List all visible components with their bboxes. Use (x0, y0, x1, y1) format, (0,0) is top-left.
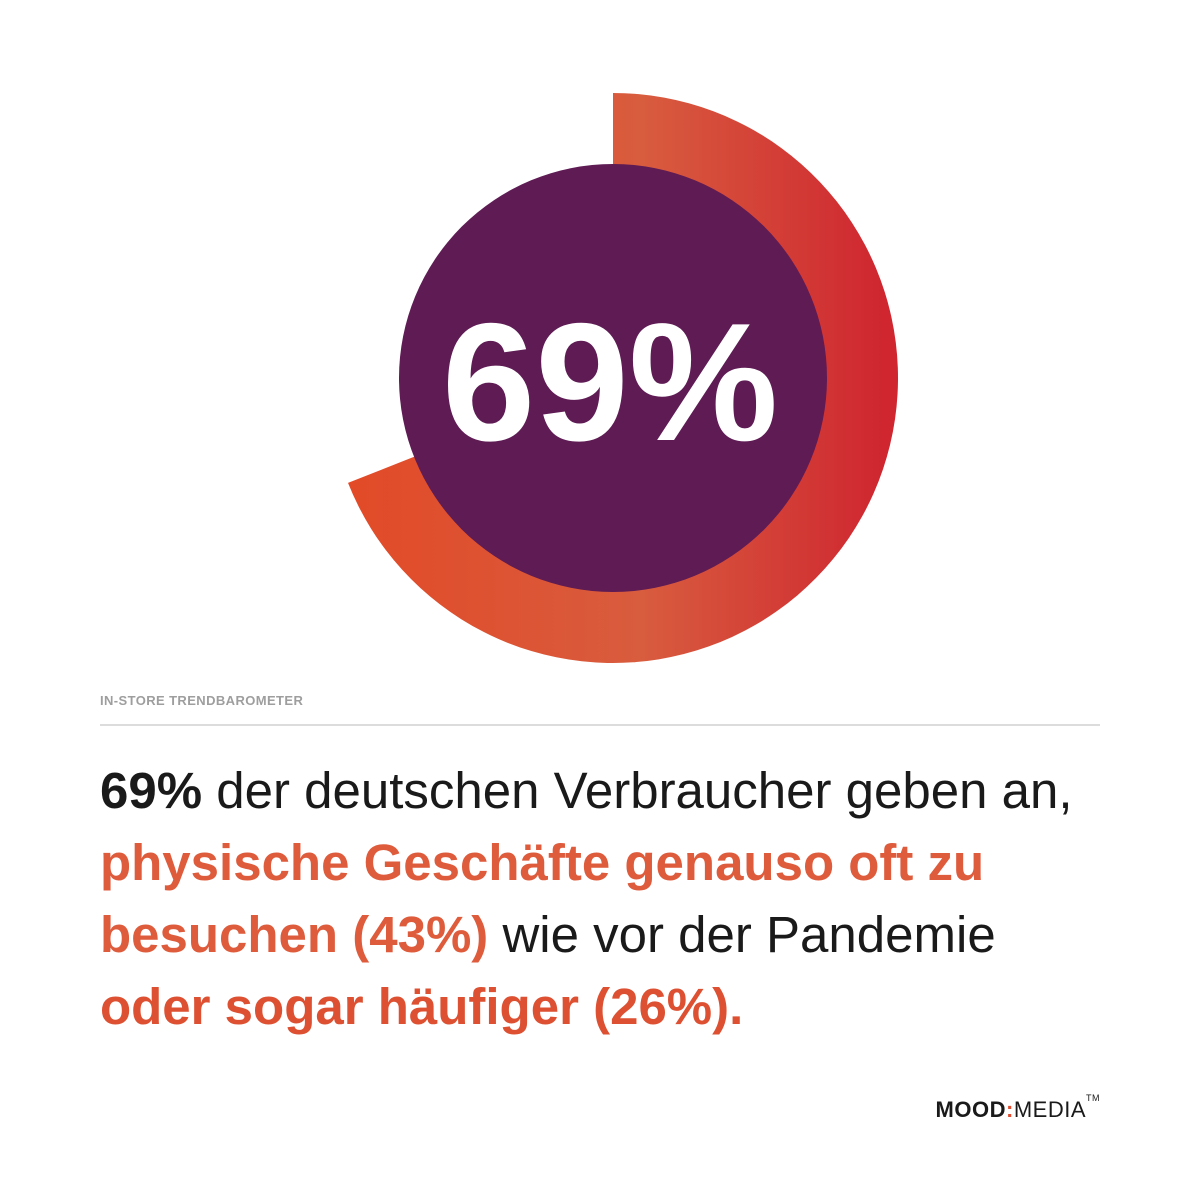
value-label: 69% (442, 288, 778, 476)
headline-text-1: der deutschen Verbraucher geben an, (202, 762, 1073, 819)
headline-text-2: wie vor der Pandemie (488, 906, 996, 963)
logo-mood: MOOD (935, 1097, 1006, 1122)
headline-stat: 69% (100, 762, 203, 819)
logo-trademark: TM (1086, 1093, 1100, 1103)
donut-chart: 69% (348, 93, 899, 663)
divider (100, 724, 1100, 726)
logo-colon: : (1005, 1097, 1014, 1122)
section-label: IN-STORE TRENDBAROMETER (100, 693, 304, 708)
center-disc (399, 164, 827, 592)
headline-highlight-2: oder sogar häufiger (26%). (100, 978, 744, 1035)
headline-highlight-1: physische Geschäfte genauso oft zu besuc… (100, 834, 985, 963)
logo-media: MEDIA (1013, 1097, 1086, 1122)
headline: 69% der deutschen Verbraucher geben an, … (100, 755, 1100, 1043)
mood-media-logo: MOOD:MEDIATM (935, 1093, 1100, 1123)
